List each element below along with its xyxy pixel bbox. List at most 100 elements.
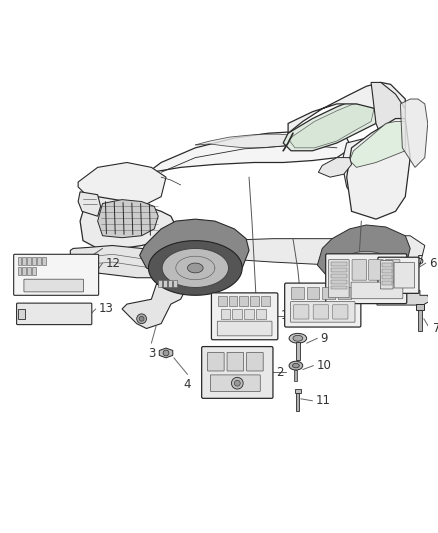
Polygon shape [377,290,430,305]
FancyBboxPatch shape [385,260,400,280]
Bar [233,309,242,319]
FancyBboxPatch shape [369,260,383,280]
Polygon shape [283,99,381,151]
Circle shape [137,314,146,324]
Text: 2: 2 [276,366,283,379]
FancyBboxPatch shape [328,260,349,298]
Polygon shape [78,192,101,216]
Polygon shape [318,158,352,177]
Bar [331,274,347,278]
FancyBboxPatch shape [380,261,393,289]
Polygon shape [318,225,410,285]
Bar [22,267,26,275]
Bar [331,268,347,272]
Text: 10: 10 [316,359,331,372]
Polygon shape [161,236,425,270]
Bar [331,262,347,266]
Polygon shape [122,280,186,328]
Circle shape [163,350,169,356]
Bar [382,275,392,279]
Polygon shape [350,122,405,167]
Ellipse shape [293,364,299,368]
Polygon shape [148,240,242,295]
Ellipse shape [293,335,303,341]
FancyBboxPatch shape [351,282,403,298]
Polygon shape [78,163,166,211]
Bar [296,342,300,360]
FancyBboxPatch shape [352,260,367,280]
Polygon shape [342,138,405,206]
FancyBboxPatch shape [201,346,273,398]
Bar [307,287,319,299]
Polygon shape [162,248,229,287]
Text: 8: 8 [372,290,379,303]
Text: 11: 11 [315,394,330,407]
Polygon shape [141,131,352,177]
Bar [32,267,36,275]
Polygon shape [80,197,176,248]
Bar [18,267,21,275]
FancyBboxPatch shape [378,257,419,293]
FancyBboxPatch shape [227,352,244,371]
Polygon shape [159,348,173,358]
Bar [297,393,299,410]
Bar [418,310,422,332]
Circle shape [231,377,243,389]
Bar [256,309,265,319]
Bar [173,280,177,287]
FancyBboxPatch shape [17,303,92,325]
Polygon shape [195,134,303,148]
FancyBboxPatch shape [394,263,414,288]
Bar [291,287,304,299]
Bar [244,309,254,319]
Bar [18,257,21,265]
Bar [42,257,46,265]
Polygon shape [371,83,405,158]
Polygon shape [187,263,203,273]
FancyBboxPatch shape [14,254,99,295]
Bar [18,309,25,319]
Text: 5: 5 [416,254,424,266]
Bar [221,309,230,319]
Circle shape [139,316,144,321]
Text: 6: 6 [429,256,436,270]
Bar [331,280,347,284]
FancyBboxPatch shape [247,352,263,371]
Bar [37,257,41,265]
Polygon shape [288,83,405,133]
Bar [261,296,269,306]
Polygon shape [400,99,428,167]
Bar [416,304,424,310]
Bar [229,296,237,306]
Bar [382,263,392,267]
Polygon shape [289,104,374,148]
FancyBboxPatch shape [313,305,328,319]
FancyBboxPatch shape [210,375,260,392]
Bar [294,369,297,381]
Text: 7: 7 [433,322,438,335]
Polygon shape [325,244,407,293]
Bar [27,257,31,265]
Ellipse shape [289,361,303,370]
Bar [27,267,31,275]
Bar [163,280,167,287]
FancyBboxPatch shape [326,254,407,304]
Polygon shape [347,118,410,219]
FancyBboxPatch shape [217,321,272,336]
Text: 13: 13 [99,303,113,316]
Bar [295,389,301,393]
Bar [331,286,347,289]
Circle shape [234,380,240,386]
FancyBboxPatch shape [24,279,84,292]
Bar [158,280,162,287]
Text: 3: 3 [148,347,155,360]
Bar [382,269,392,273]
Ellipse shape [289,334,307,343]
FancyBboxPatch shape [333,305,348,319]
Bar [168,280,172,287]
Bar [239,296,248,306]
Bar [382,281,392,285]
FancyBboxPatch shape [290,302,355,322]
Bar [322,287,335,299]
Text: 4: 4 [184,378,191,391]
